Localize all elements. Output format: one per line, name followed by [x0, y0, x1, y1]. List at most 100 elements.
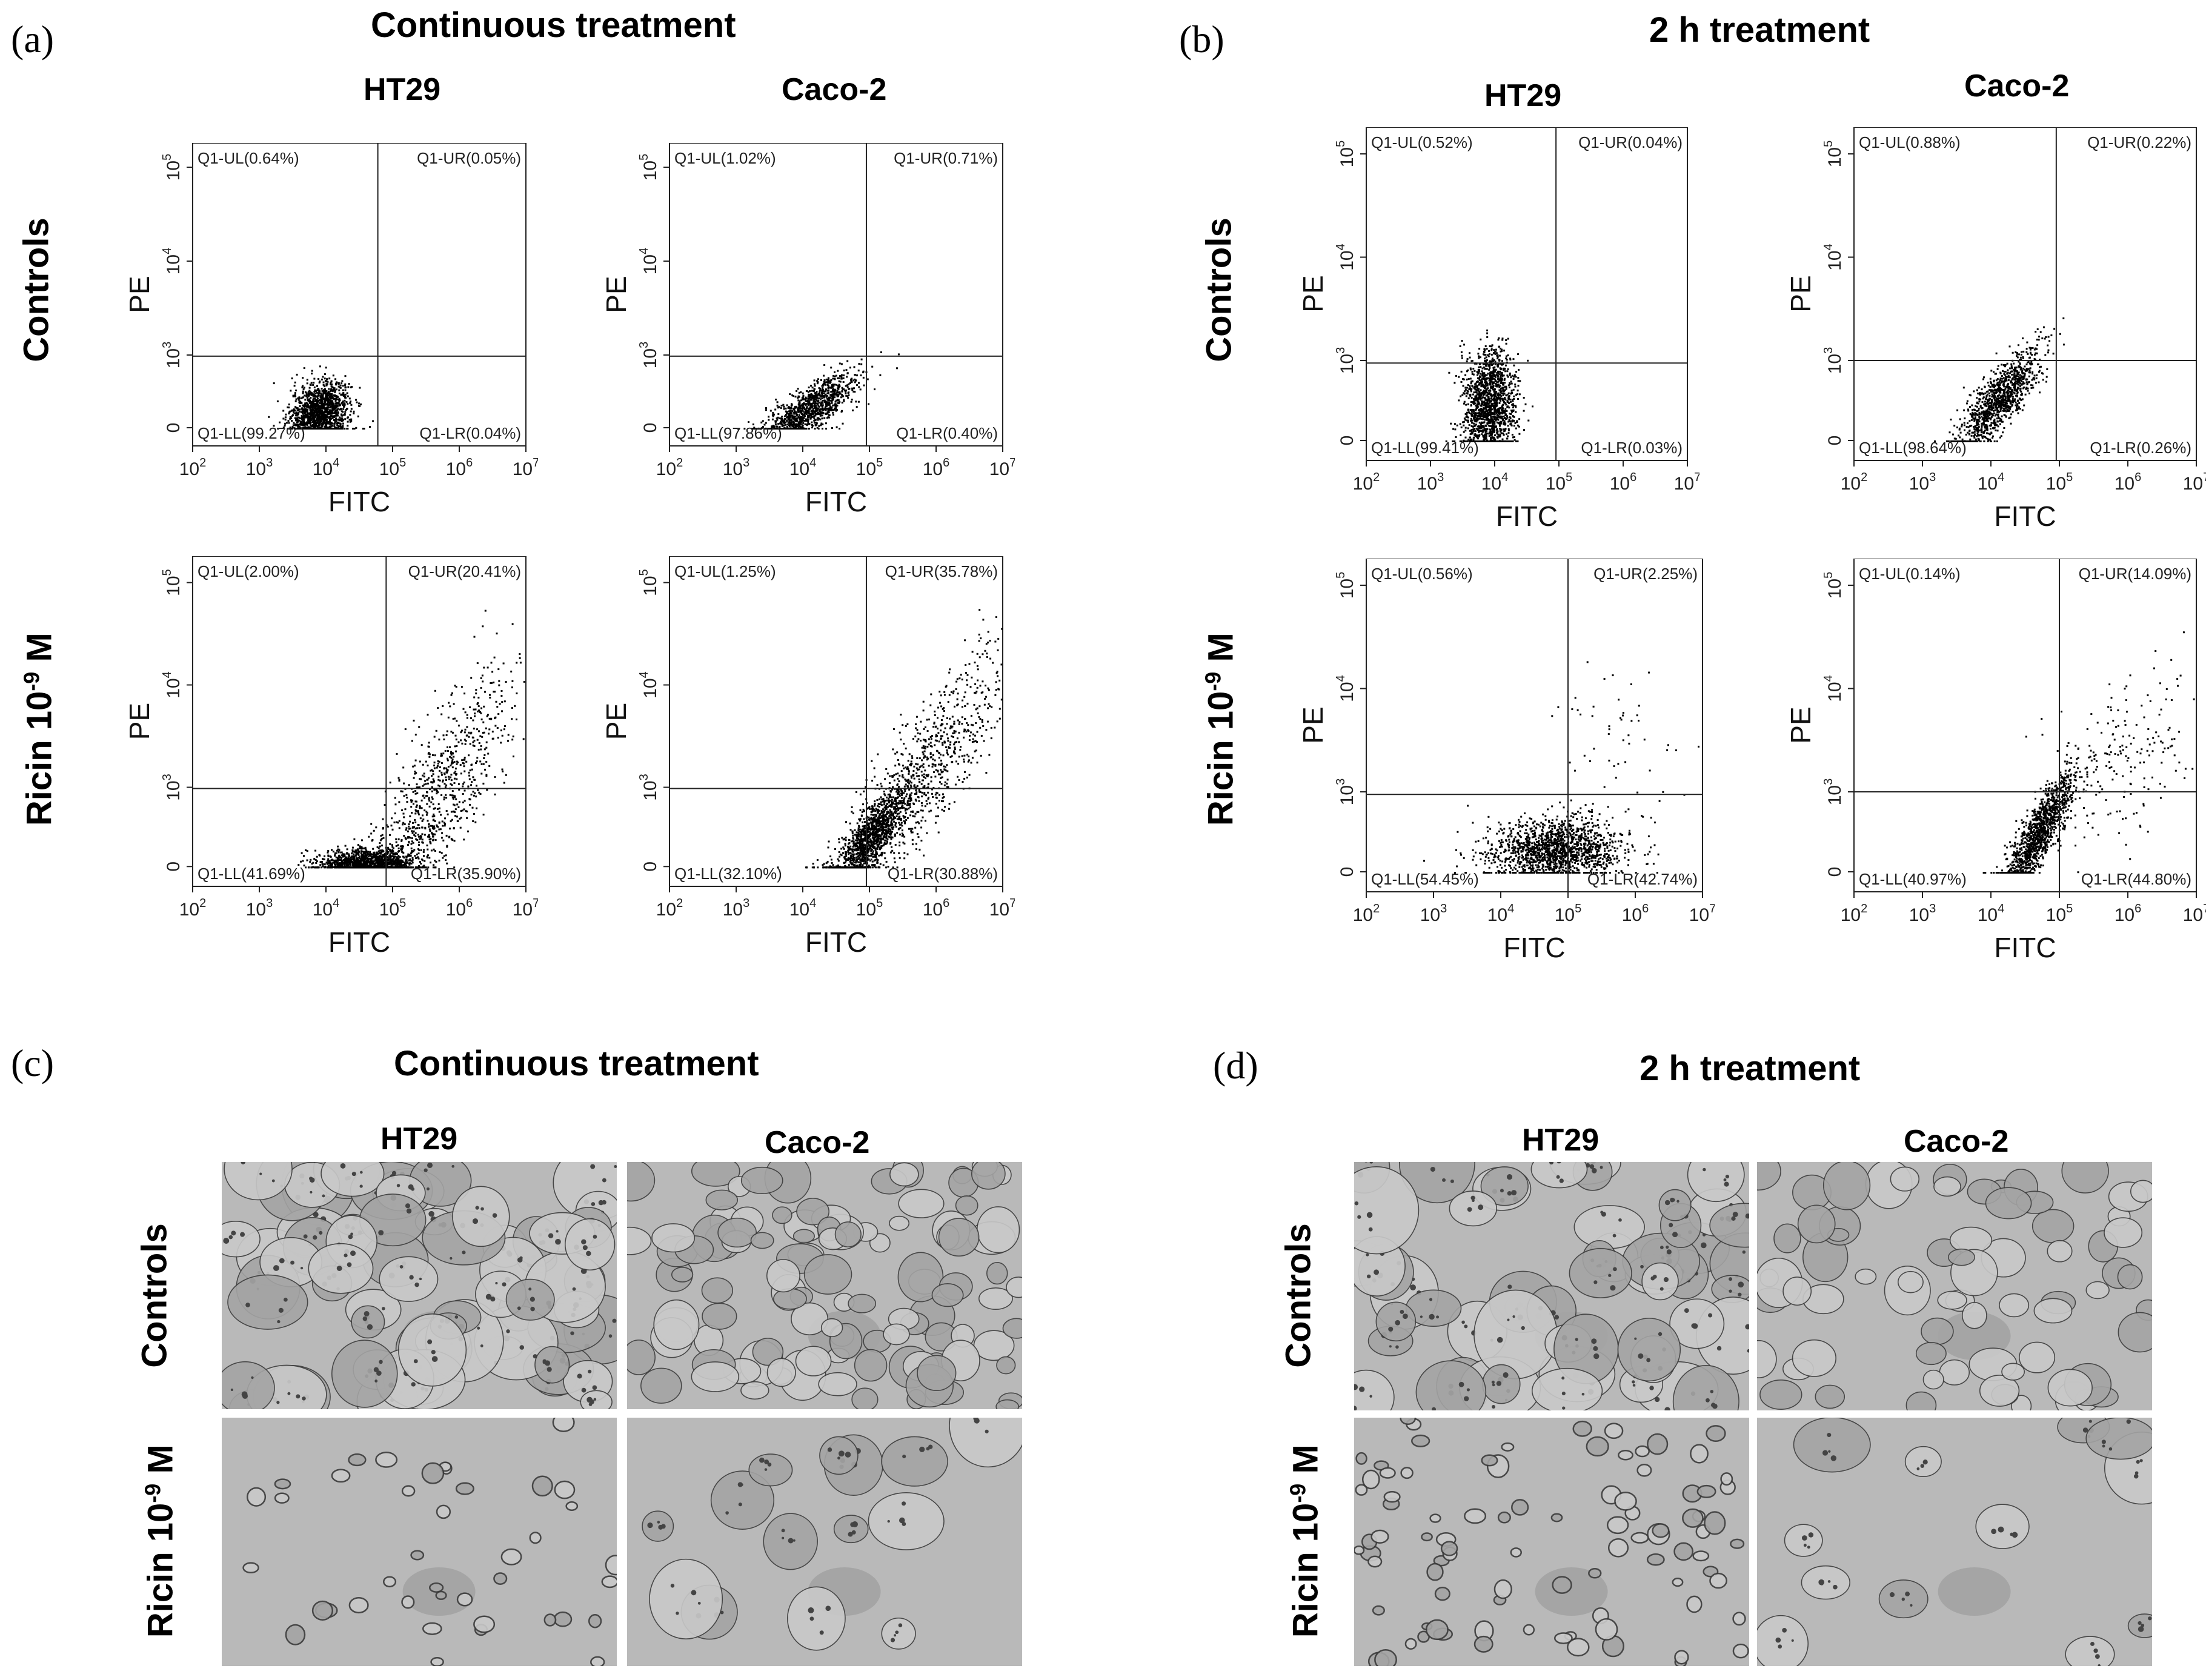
quadrant-ur-label: Q1-UR(0.04%)	[1578, 133, 1683, 151]
x-tick-label: 102	[656, 897, 683, 920]
y-axis-label: PE	[603, 276, 632, 313]
x-tick-label: 105	[856, 897, 883, 920]
scatter-points	[737, 351, 900, 430]
x-tick-label: 104	[1978, 471, 2005, 494]
x-tick-label: 107	[513, 897, 538, 920]
y-tick-label: 0	[640, 423, 660, 433]
y-tick-label: 0	[164, 862, 184, 872]
col-title-caco2-d: Caco-2	[1904, 1124, 2009, 1159]
micro-c-caco2-controls	[627, 1162, 1022, 1409]
quadrant-lr-label: Q1-LR(35.90%)	[411, 865, 521, 883]
quadrant-ll-label: Q1-LL(54.45%)	[1371, 870, 1479, 888]
y-tick-label: 103	[161, 342, 184, 369]
flow-plot-a-caco2-controls: Q1-UL(1.02%) Q1-UR(0.71%) Q1-LL(97.86%) Q1-…	[603, 143, 1015, 517]
quadrant-ur-label: Q1-UR(0.71%)	[894, 149, 998, 167]
micro-c-ht29-ricin	[222, 1418, 617, 1666]
scatter-points	[1934, 317, 2065, 442]
quadrant-lr-label: Q1-LR(0.40%)	[896, 424, 998, 442]
y-tick-label: 104	[637, 248, 660, 275]
plot-frame	[1853, 559, 2197, 892]
quadrant-ll-label: Q1-LL(32.10%)	[674, 865, 782, 883]
row-label-ricin-a: Ricin 10-9 M	[19, 632, 59, 826]
x-tick-label: 105	[379, 456, 407, 479]
row-label-controls-a: Controls	[16, 217, 56, 362]
x-tick-label: 103	[1417, 471, 1444, 494]
micro-d-ht29-ricin	[1354, 1418, 1749, 1666]
quadrant-ur-label: Q1-UR(35.78%)	[885, 562, 998, 580]
quadrant-ll-label: Q1-LL(41.69%)	[198, 865, 305, 883]
x-tick-label: 102	[179, 897, 207, 920]
y-tick-label: 105	[161, 569, 184, 596]
col-title-ht29-d: HT29	[1522, 1123, 1600, 1158]
x-tick-label: 104	[789, 456, 817, 479]
micro-d-ht29-controls	[1354, 1162, 1749, 1410]
y-tick-label: 104	[1822, 675, 1845, 702]
quadrant-ll-label: Q1-LL(98.64%)	[1859, 439, 1967, 457]
quadrant-ul-label: Q1-UL(0.88%)	[1859, 133, 1961, 151]
y-tick-label: 104	[161, 248, 184, 275]
y-tick-label: 103	[637, 774, 660, 801]
quadrant-ur-label: Q1-UR(14.09%)	[2079, 565, 2191, 583]
x-tick-label: 105	[856, 456, 883, 479]
plot-frame	[1853, 127, 2197, 461]
micro-c-caco2-ricin	[627, 1418, 1022, 1666]
x-tick-label: 107	[989, 456, 1015, 479]
micro-c-ht29-controls	[222, 1162, 617, 1409]
scatter-points	[1982, 631, 2195, 874]
plot-frame	[192, 556, 527, 887]
y-tick-label: 105	[637, 154, 660, 181]
y-axis-label: PE	[1300, 706, 1329, 743]
panel-c-title: Continuous treatment	[394, 1044, 759, 1083]
panel-label-b: (b)	[1179, 18, 1224, 61]
quadrant-ll-label: Q1-LL(99.27%)	[198, 424, 305, 442]
quadrant-ul-label: Q1-UL(0.64%)	[198, 149, 299, 167]
row-label-controls-c: Controls	[135, 1223, 174, 1368]
x-tick-label: 107	[2183, 471, 2206, 494]
y-tick-label: 0	[1337, 436, 1357, 446]
quadrant-ul-label: Q1-UL(2.00%)	[198, 562, 299, 580]
y-tick-label: 105	[161, 154, 184, 181]
quadrant-lr-label: Q1-LR(44.80%)	[2081, 870, 2191, 888]
quadrant-ur-label: Q1-UR(0.05%)	[417, 149, 521, 167]
x-tick-label: 105	[2046, 902, 2073, 925]
quadrant-ll-label: Q1-LL(40.97%)	[1859, 870, 1967, 888]
x-tick-label: 105	[1546, 471, 1573, 494]
col-title-ht29-b: HT29	[1484, 78, 1562, 113]
quadrant-ul-label: Q1-UL(1.02%)	[674, 149, 776, 167]
y-tick-label: 103	[1334, 347, 1357, 374]
x-tick-label: 106	[1622, 902, 1649, 925]
quadrant-lr-label: Q1-LR(30.88%)	[888, 865, 998, 883]
quadrant-lr-label: Q1-LR(0.03%)	[1581, 439, 1683, 457]
y-tick-label: 104	[161, 671, 184, 699]
x-tick-label: 104	[1487, 902, 1515, 925]
x-tick-label: 106	[923, 456, 950, 479]
x-tick-label: 102	[1353, 471, 1380, 494]
quadrant-ur-label: Q1-UR(2.25%)	[1593, 565, 1698, 583]
col-title-caco2-b: Caco-2	[1964, 68, 2070, 104]
y-tick-label: 103	[637, 342, 660, 369]
x-tick-label: 102	[179, 456, 207, 479]
micro-d-caco2-ricin	[1757, 1418, 2152, 1666]
x-tick-label: 106	[2115, 471, 2142, 494]
y-tick-label: 105	[1822, 572, 1845, 599]
y-tick-label: 103	[1334, 779, 1357, 806]
quadrant-ur-label: Q1-UR(0.22%)	[2087, 133, 2191, 151]
x-tick-label: 103	[1909, 471, 1936, 494]
x-tick-label: 104	[1978, 902, 2005, 925]
quadrant-lr-label: Q1-LR(42.74%)	[1587, 870, 1698, 888]
x-axis-label: FITC	[328, 926, 390, 958]
x-tick-label: 102	[656, 456, 683, 479]
plot-frame	[1366, 127, 1688, 461]
scatter-points	[268, 365, 374, 430]
x-tick-label: 104	[789, 897, 817, 920]
y-axis-label: PE	[126, 276, 155, 313]
x-tick-label: 105	[379, 897, 407, 920]
quadrant-ul-label: Q1-UL(0.56%)	[1371, 565, 1473, 583]
flow-plot-a-ht29-controls: Q1-UL(0.64%) Q1-UR(0.05%) Q1-LL(99.27%) Q1-…	[126, 143, 538, 517]
y-axis-label: PE	[126, 703, 155, 740]
x-tick-label: 102	[1841, 471, 1868, 494]
quadrant-ul-label: Q1-UL(0.14%)	[1859, 565, 1961, 583]
y-tick-label: 0	[1825, 867, 1845, 877]
plot-frame	[669, 556, 1003, 887]
x-axis-label: FITC	[805, 926, 867, 958]
